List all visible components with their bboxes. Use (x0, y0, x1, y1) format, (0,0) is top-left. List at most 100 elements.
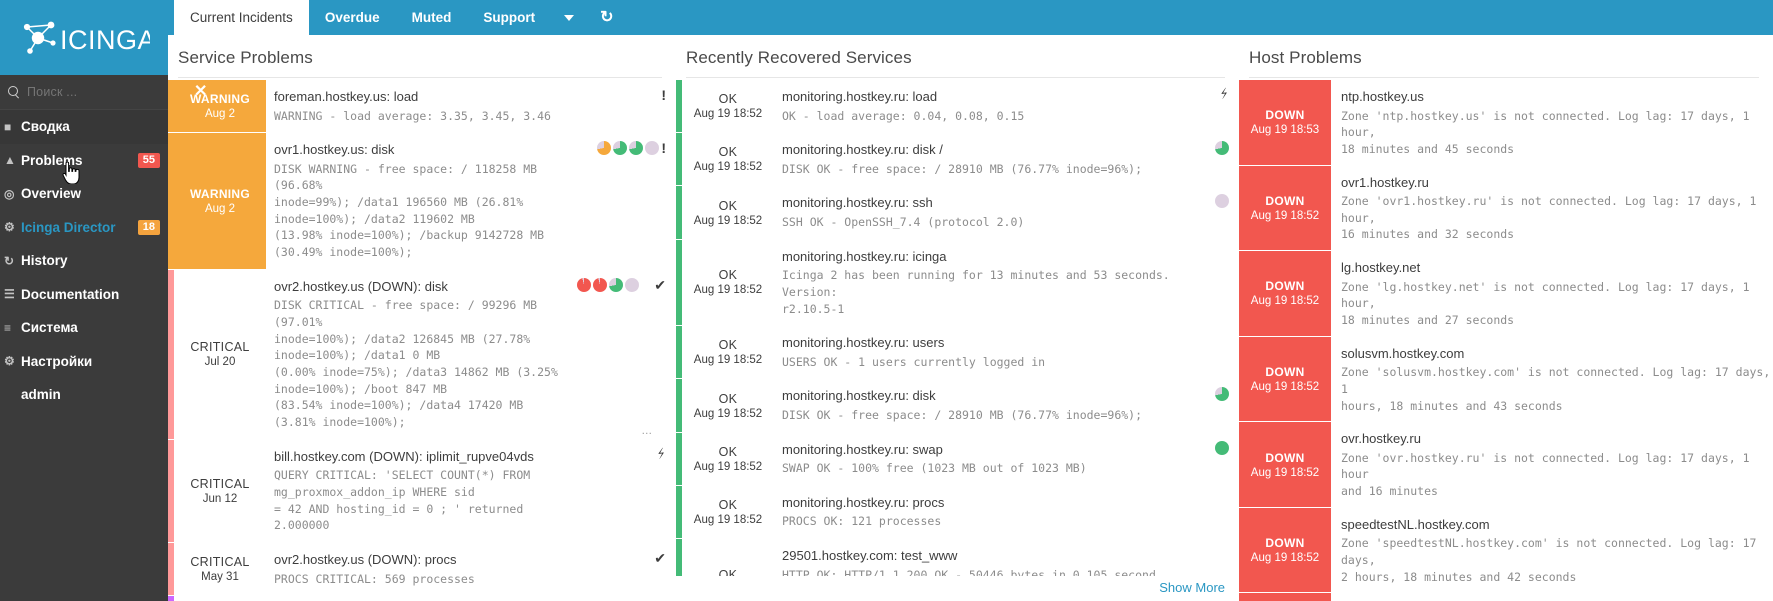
book-icon: ☰ (4, 287, 15, 302)
service-link[interactable]: monitoring.hostkey.ru: disk / (782, 142, 943, 158)
row-content: monitoring.hostkey.ru: disk DISK OK - fre… (774, 379, 1199, 431)
svg-text:ICINGA: ICINGA (60, 25, 150, 55)
show-more-link[interactable]: Show More (1159, 580, 1225, 595)
brand-logo[interactable]: ICINGA (0, 0, 168, 75)
state-label: DOWN (1265, 450, 1305, 465)
service-link[interactable]: monitoring.hostkey.ru: swap (782, 441, 943, 457)
host-link[interactable]: speedtestNL.hostkey.com (1341, 516, 1490, 532)
host-problem-row[interactable]: DOWN Aug 19 18:52 speedtestNL.hostkey.com Z… (1239, 507, 1773, 594)
tab-overdue[interactable]: Overdue (309, 0, 396, 35)
service-problem-row[interactable]: WARNING Aug 2 foreman.hostkey.us: load WARN… (168, 80, 676, 133)
tab-dropdown-button[interactable] (551, 0, 587, 35)
state-label: CRITICAL (190, 476, 250, 491)
row-content: ovr.hostkey.ru Zone 'ovr.hostkey.ru' is n… (1331, 422, 1773, 508)
close-icon[interactable]: ✕ (194, 83, 208, 100)
severity-stripe (168, 542, 174, 596)
exclamation-icon: ! (661, 87, 666, 103)
host-problem-row[interactable]: DOWN Aug 19 18:52 lg.hostkey.net Zone 'lg.h… (1239, 251, 1773, 337)
service-link[interactable]: monitoring.hostkey.ru: ssh (782, 195, 933, 211)
service-link[interactable]: ovr2.hostkey.us (DOWN): disk (274, 278, 448, 294)
row-content: monitoring.hostkey.ru: swap SWAP OK - 100… (774, 433, 1199, 485)
host-link[interactable]: ovr.hostkey.ru (1341, 431, 1421, 447)
service-link[interactable]: monitoring.hostkey.ru: load (782, 89, 938, 104)
service-problem-row[interactable]: WARNING Aug 2 ovr1.hostkey.us: disk DISK WA… (168, 133, 676, 270)
recovered-service-row[interactable]: OK Aug 19 18:52 monitoring.hostkey.ru: dis… (676, 133, 1239, 186)
tab-current-incidents[interactable]: Current Incidents (174, 0, 309, 35)
service-link[interactable]: foreman.hostkey.us: load (274, 89, 419, 104)
host-problems-list[interactable]: DOWN Aug 19 18:53 ntp.hostkey.us Zone 'ntp.… (1239, 78, 1773, 601)
state-date: Aug 19 18:52 (1250, 209, 1320, 222)
state-date: Aug 19 18:52 (1250, 380, 1320, 393)
plugin-output: SSH OK - OpenSSH_7.4 (protocol 2.0) (782, 214, 1025, 229)
service-link[interactable]: monitoring.hostkey.ru: disk (782, 388, 936, 404)
recovered-service-row[interactable]: OK Aug 19 18:52 monitoring.hostkey.ru: use… (676, 326, 1239, 379)
host-problem-row[interactable]: DOWN Aug 19 18:52 ovr1.hostkey.ru Zone 'ovr… (1239, 165, 1773, 252)
recovered-service-row[interactable]: OK Aug 19 18:52 monitoring.hostkey.ru: pro… (676, 485, 1239, 539)
sidebar-item-overview[interactable]: ◎ Overview (0, 177, 168, 211)
pie-chart-icon (593, 277, 608, 292)
service-link[interactable]: monitoring.hostkey.ru: icinga (782, 248, 947, 264)
refresh-button[interactable]: ↻ (587, 0, 626, 35)
service-problem-row[interactable]: CRITICAL Jun 12 bill.hostkey.com (DOWN): i… (168, 439, 676, 543)
sidebar-item-icinga-director[interactable]: ⚙ Icinga Director 18 (0, 211, 168, 245)
refresh-icon: ↻ (600, 8, 614, 26)
search-input[interactable] (27, 85, 188, 99)
host-link[interactable]: ntp.hostkey.us (1341, 89, 1424, 104)
sidebar-item-history[interactable]: ↻ History (0, 244, 168, 278)
service-problem-row[interactable]: CRITICAL Jul 20 ovr2.hostkey.us (DOWN): di… (168, 269, 676, 440)
state-date: Aug 19 18:52 (693, 407, 763, 420)
recovered-service-row[interactable]: OK Aug 19 18:52 monitoring.hostkey.ru: dis… (676, 379, 1239, 432)
sidebar-item-documentation[interactable]: ☰ Documentation (0, 278, 168, 312)
check-icon: ✔ (654, 276, 666, 293)
sidebar-item-admin[interactable]: admin (0, 378, 168, 412)
host-link[interactable]: solusvm.hostkey.com (1341, 345, 1465, 361)
sidebar-search[interactable]: ✕ (0, 75, 207, 110)
state-badge: CRITICAL May 31 (174, 543, 266, 595)
recovered-service-row[interactable]: OK Aug 19 18:52 monitoring.hostkey.ru: ici… (676, 239, 1239, 327)
severity-stripe (168, 80, 174, 133)
recovered-service-row[interactable]: OK Aug 19 18:52 monitoring.hostkey.ru: loa… (676, 80, 1239, 133)
row-icons (1199, 486, 1239, 538)
tab-label: Overdue (324, 10, 380, 25)
severity-stripe (676, 186, 682, 239)
sidebar-item-system[interactable]: ≡ Система (0, 311, 168, 345)
plugin-output: PROCS OK: 121 processes (782, 514, 942, 529)
host-problem-row[interactable]: DOWN Aug 19 18:53 ntp.hostkey.us Zone 'ntp.… (1239, 80, 1773, 166)
row-content: ovr2.hostkey.us (DOWN): procs PROCS CRITI… (266, 543, 564, 595)
tab-muted[interactable]: Muted (396, 0, 468, 35)
host-link[interactable]: ovr1.hostkey.ru (1341, 174, 1429, 190)
tab-label: Current Incidents (190, 10, 293, 25)
pie-chart-icon (597, 141, 612, 156)
sidebar-item-problems[interactable]: ▲ Problems 55 (0, 144, 168, 178)
host-link[interactable]: lg.hostkey.net (1341, 260, 1421, 276)
severity-stripe (676, 80, 682, 133)
pie-chart-icon (629, 141, 644, 156)
service-link[interactable]: ovr1.hostkey.us: disk (274, 142, 395, 158)
service-link[interactable]: monitoring.hostkey.ru: users (782, 335, 945, 351)
sidebar-item-summary[interactable]: ■ Сводка (0, 110, 168, 144)
service-problem-row[interactable]: UNKNOWNJun 20Soft 1/3mail.check (DOWN): … (168, 596, 676, 601)
row-content: 29501.hostkey.com: test_www HTTP OK: HTTP… (774, 539, 1199, 576)
service-link[interactable]: monitoring.hostkey.ru: procs (782, 494, 945, 510)
service-problems-list[interactable]: WARNING Aug 2 foreman.hostkey.us: load WARN… (168, 78, 676, 601)
state-date: Aug 19 18:52 (693, 214, 763, 227)
recovered-service-row[interactable]: OK Aug 19 18:52 monitoring.hostkey.ru: swa… (676, 432, 1239, 486)
service-link[interactable]: ovr2.hostkey.us (DOWN): procs (274, 551, 457, 567)
host-problem-row[interactable]: DOWN Aug 19 18:52 solusvm.hostkey.com Zone … (1239, 336, 1773, 423)
service-link[interactable]: bill.hostkey.com (DOWN): iplimit_rupve04… (274, 448, 534, 464)
service-link[interactable]: 29501.hostkey.com: test_www (782, 548, 958, 564)
service-problem-row[interactable]: CRITICAL May 31 ovr2.hostkey.us (DOWN): pr… (168, 542, 676, 596)
recovered-service-row[interactable]: OK Aug 19 18:52 monitoring.hostkey.ru: ssh… (676, 186, 1239, 239)
recovered-services-list[interactable]: OK Aug 19 18:52 monitoring.hostkey.ru: loa… (676, 78, 1239, 576)
plugin-output: Icinga 2 has been running for 13 minutes… (782, 268, 1170, 316)
state-date: Aug 19 18:53 (1250, 124, 1320, 137)
host-problem-row[interactable]: DOWN Aug 19 18:52 ovr.hostkey.ru Zone 'ovr.… (1239, 422, 1773, 508)
tab-support[interactable]: Support (467, 0, 551, 35)
system-icon: ≡ (4, 320, 12, 335)
sidebar-item-settings[interactable]: ⚙ Настройки (0, 345, 168, 379)
row-content: monitoring.hostkey.ru: load OK - load ave… (774, 80, 1199, 132)
check-icon: ✔ (654, 549, 666, 566)
